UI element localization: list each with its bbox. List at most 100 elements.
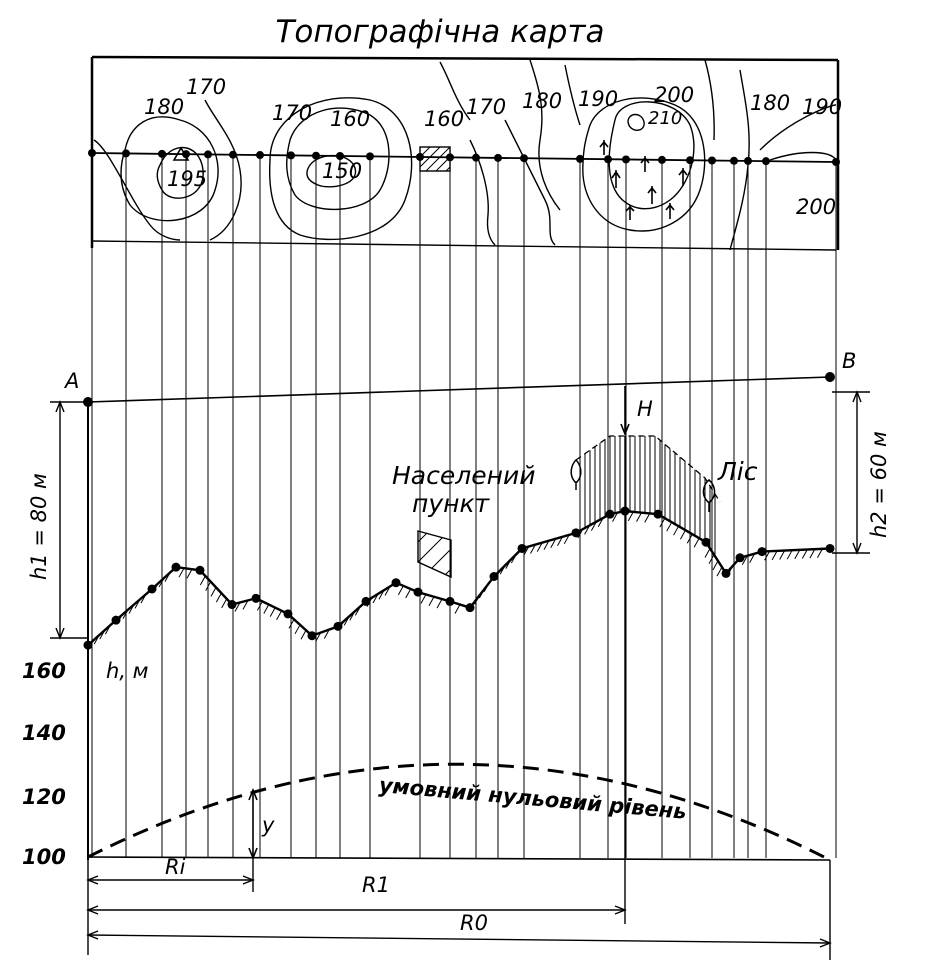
hatch-stroke <box>597 517 604 528</box>
hatch-stroke <box>478 588 485 599</box>
map-section-point <box>158 149 166 158</box>
r1-label: R1 <box>362 873 390 897</box>
hatch-stroke <box>288 619 295 629</box>
profile-settlement-block <box>417 530 452 579</box>
y-tick-label: 140 <box>22 721 66 745</box>
hatch-stroke <box>128 604 135 614</box>
profile-point <box>147 584 157 594</box>
map-tree-icons <box>599 140 688 220</box>
map-section-point <box>312 151 320 160</box>
baseline <box>87 856 831 861</box>
profile-point <box>653 509 663 519</box>
profile-point <box>333 621 343 631</box>
hatch-stroke <box>673 525 680 536</box>
profile-point <box>757 547 767 557</box>
map-section-point <box>366 152 374 161</box>
contour-label: 170 <box>272 101 312 125</box>
h1-dimension <box>50 400 88 640</box>
map-section-point <box>204 150 212 159</box>
map-section-point <box>520 154 528 163</box>
hatch-stroke <box>205 581 212 591</box>
map-section-point <box>88 149 96 157</box>
hatch-stroke <box>536 542 543 552</box>
profile-point <box>445 596 455 606</box>
map-section-point <box>658 155 666 164</box>
map-section-points <box>88 149 840 166</box>
settlement-label-line2: пункт <box>412 489 491 518</box>
contour-label: 160 <box>330 107 370 131</box>
hatch-stroke <box>263 604 270 614</box>
hatch-stroke <box>666 521 673 532</box>
hatch-stroke <box>199 575 206 586</box>
hatch-stroke <box>384 586 391 596</box>
hatch-stroke <box>99 629 106 640</box>
hatch-stroke <box>164 572 171 582</box>
terrain-profile-points <box>83 506 835 650</box>
contour-label: 210 <box>648 108 682 129</box>
hatch-stroke <box>786 549 793 560</box>
map-settlement-block <box>419 146 451 172</box>
hatch-stroke <box>779 550 786 560</box>
h2-dimension <box>832 390 870 555</box>
contour-label: 180 <box>522 89 562 113</box>
hatch-stroke <box>256 601 263 611</box>
hatch-stroke <box>158 577 165 588</box>
y-offset-indicator <box>248 787 258 861</box>
hatch-stroke <box>563 534 570 545</box>
hatch-stroke <box>234 602 241 612</box>
hatch-stroke <box>315 632 322 642</box>
hatch-stroke <box>221 598 228 609</box>
hatch-stroke <box>300 630 307 640</box>
profile-point <box>111 615 121 625</box>
y-axis-ticks: 160 140 120 100 <box>22 659 66 869</box>
hatch-stroke <box>405 588 412 599</box>
profile-point <box>83 640 93 650</box>
hatch-stroke <box>420 594 427 604</box>
hatch-stroke <box>693 537 700 548</box>
r0-label: R0 <box>460 911 488 935</box>
map-section-point <box>122 149 130 158</box>
hatch-stroke <box>771 550 778 561</box>
profile-point <box>721 568 731 578</box>
hatch-stroke <box>499 565 506 575</box>
profile-point <box>361 596 371 606</box>
profile-point <box>171 562 181 572</box>
contour-label: 190 <box>578 87 618 111</box>
hatch-stroke <box>809 548 816 559</box>
hatch-stroke <box>294 624 301 635</box>
h1-label: h1 = 80 м <box>27 473 51 580</box>
map-section-point <box>287 151 295 160</box>
profile-point <box>465 603 475 613</box>
hatch-stroke <box>349 611 356 621</box>
contour-labels: 180 170 195 170 160 150 160 170 180 190 … <box>144 75 842 219</box>
hatch-stroke <box>794 549 801 560</box>
h-indicator-label: H <box>637 397 653 421</box>
hatch-stroke <box>372 593 379 604</box>
map-section-point <box>256 151 264 160</box>
hatch-stroke <box>140 593 147 604</box>
hatch-stroke <box>186 568 193 579</box>
contour-label: 200 <box>796 195 836 219</box>
hatch-stroke <box>530 544 536 554</box>
map-section-point <box>686 156 694 165</box>
hatch-stroke <box>210 587 217 597</box>
map-section-point <box>744 156 752 165</box>
map-section-point <box>472 153 480 162</box>
hatch-stroke <box>93 634 100 645</box>
profile-point <box>701 537 711 547</box>
h2-label: h2 = 60 м <box>867 431 891 538</box>
y-offset-label: y <box>261 813 275 837</box>
forest-tree-icons <box>570 458 716 512</box>
profile-point <box>227 600 237 610</box>
hatch-stroke <box>612 512 618 522</box>
hatch-stroke <box>178 567 185 578</box>
terrain-hatching <box>88 511 823 650</box>
map-section-point <box>229 150 237 159</box>
hatch-stroke <box>436 598 443 609</box>
forest-label: Ліс <box>717 457 758 486</box>
hatch-stroke <box>590 521 597 531</box>
terrain-profile-line <box>87 509 831 646</box>
contour-label: 170 <box>466 95 506 119</box>
map-section-point <box>416 152 424 161</box>
contour-label: 180 <box>750 91 790 115</box>
